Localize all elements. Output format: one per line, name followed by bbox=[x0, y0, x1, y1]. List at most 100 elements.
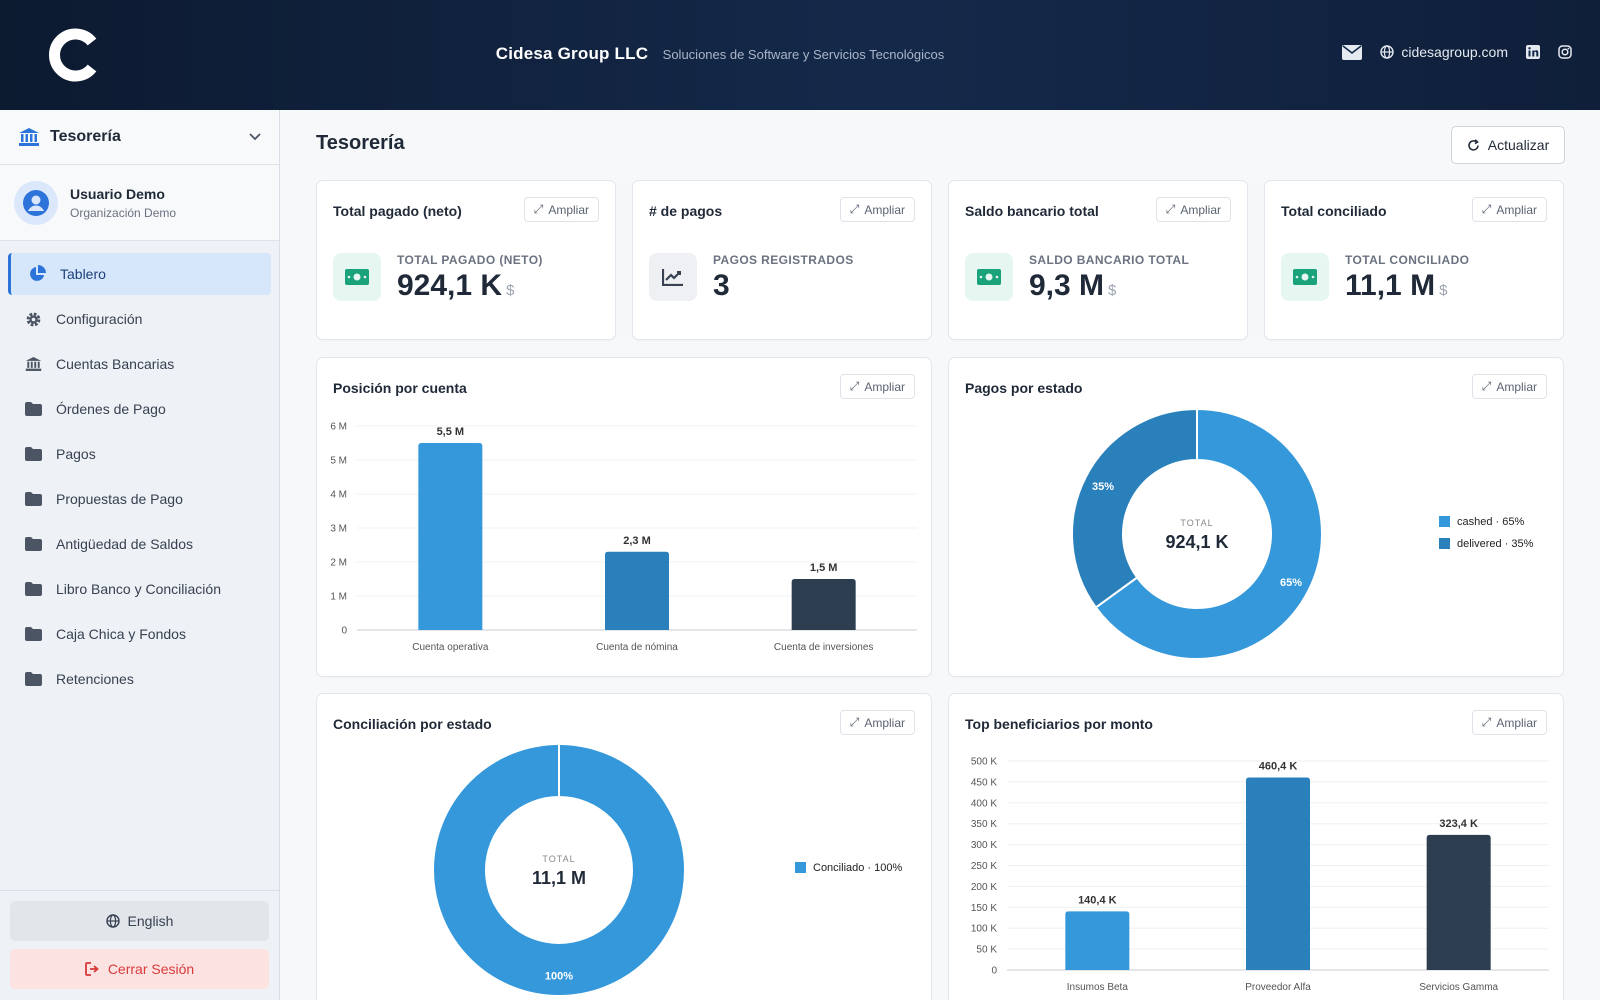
expand-button[interactable]: ⤢ Ampliar bbox=[839, 197, 915, 222]
sidebar-nav: Tablero Configuración Cuentas Bancarias … bbox=[0, 241, 279, 700]
linkedin-icon[interactable] bbox=[1526, 45, 1540, 59]
expand-button[interactable]: ⤢ Ampliar bbox=[523, 197, 599, 222]
bar bbox=[605, 551, 669, 630]
brand: Cidesa Group LLC Soluciones de Software … bbox=[0, 44, 1440, 64]
kpi-value-number: 9,3 M bbox=[1029, 269, 1105, 302]
mail-icon[interactable] bbox=[1342, 44, 1363, 60]
legend-label: cashed · 65% bbox=[1457, 516, 1524, 528]
y-tick-label: 1 M bbox=[330, 592, 347, 603]
expand-label: Ampliar bbox=[1496, 715, 1537, 730]
sidebar-item-cuentas-bancarias[interactable]: Cuentas Bancarias bbox=[8, 343, 271, 385]
expand-icon: ⤢ bbox=[1481, 715, 1492, 729]
card-title: Conciliación por estado bbox=[333, 716, 492, 732]
globe-icon bbox=[1380, 45, 1395, 59]
kpi-icon-box bbox=[1281, 253, 1329, 301]
expand-label: Ampliar bbox=[1180, 202, 1221, 217]
expand-icon: ⤢ bbox=[849, 715, 860, 729]
bar-value-label: 140,4 K bbox=[1078, 894, 1117, 906]
sidebar-item-label: Libro Banco y Conciliación bbox=[56, 581, 221, 597]
module-selector[interactable]: Tesorería bbox=[0, 110, 279, 165]
y-tick-label: 6 M bbox=[330, 422, 347, 433]
donut-center-label: TOTAL bbox=[542, 854, 575, 864]
website-link[interactable]: cidesagroup.com bbox=[1380, 44, 1508, 60]
kpi-value: 9,3 M $ bbox=[1029, 269, 1116, 303]
y-tick-label: 50 K bbox=[976, 945, 997, 956]
y-tick-label: 2 M bbox=[330, 558, 347, 569]
expand-button[interactable]: ⤢ Ampliar bbox=[839, 374, 915, 399]
folder-icon bbox=[24, 537, 42, 551]
y-tick-label: 150 K bbox=[971, 903, 997, 914]
kpi-icon-box bbox=[649, 253, 697, 301]
expand-button[interactable]: ⤢ Ampliar bbox=[1471, 197, 1547, 222]
x-tick-label: Cuenta de inversiones bbox=[774, 642, 874, 653]
expand-button[interactable]: ⤢ Ampliar bbox=[1471, 374, 1547, 399]
expand-label: Ampliar bbox=[864, 202, 905, 217]
user-org: Organización Demo bbox=[70, 205, 177, 220]
y-tick-label: 4 M bbox=[330, 490, 347, 501]
kpi-icon-box bbox=[333, 253, 381, 301]
instagram-icon[interactable] bbox=[1558, 45, 1572, 59]
bank-icon bbox=[19, 128, 39, 146]
kpi-value-number: 11,1 M bbox=[1345, 269, 1436, 302]
sidebar-item-label: Órdenes de Pago bbox=[56, 401, 166, 417]
y-tick-label: 300 K bbox=[971, 840, 997, 851]
expand-icon: ⤢ bbox=[849, 202, 860, 216]
sidebar-item-retenciones[interactable]: Retenciones bbox=[8, 658, 271, 700]
chevron-down-icon bbox=[249, 133, 261, 141]
expand-icon: ⤢ bbox=[533, 202, 544, 216]
card-title: Total conciliado bbox=[1281, 203, 1387, 219]
pie-slice bbox=[1071, 407, 1198, 609]
legend-swatch bbox=[1439, 516, 1450, 527]
legend-label: delivered · 35% bbox=[1457, 538, 1534, 550]
bank-icon bbox=[25, 357, 41, 371]
sidebar: Tesorería Usuario Demo Organización Demo… bbox=[0, 110, 280, 1000]
sidebar-item-propuestas-de-pago[interactable]: Propuestas de Pago bbox=[8, 478, 271, 520]
sidebar-item-label: Retenciones bbox=[56, 671, 134, 687]
sidebar-item-label: Configuración bbox=[56, 311, 143, 327]
bar bbox=[1246, 777, 1310, 970]
bar-value-label: 5,5 M bbox=[437, 426, 465, 438]
sidebar-item-label: Cuentas Bancarias bbox=[56, 356, 175, 372]
chart-card-beneficiarios: Top beneficiarios por monto ⤢ Ampliar 0 50… bbox=[948, 693, 1564, 1000]
sidebar-item-antiguedad-de-saldos[interactable]: Antigüedad de Saldos bbox=[8, 523, 271, 565]
folder-icon bbox=[24, 492, 42, 506]
y-tick-label: 3 M bbox=[330, 524, 347, 535]
sidebar-item-configuracion[interactable]: Configuración bbox=[8, 298, 271, 340]
folder-icon bbox=[24, 672, 42, 686]
kpi-card: Total pagado (neto) ⤢ Ampliar TOTAL PAGAD… bbox=[316, 180, 616, 340]
kpi-value-number: 3 bbox=[713, 269, 730, 302]
sidebar-item-tablero[interactable]: Tablero bbox=[8, 253, 271, 295]
module-title: Tesorería bbox=[50, 128, 121, 145]
kpi-card: # de pagos ⤢ Ampliar PAGOS REGISTRADOS 3 bbox=[632, 180, 932, 340]
donut-chart-conciliacion: 100% Conciliado · 100% TOTAL 11,1 M bbox=[434, 745, 902, 995]
expand-icon: ⤢ bbox=[1165, 202, 1176, 216]
expand-button[interactable]: ⤢ Ampliar bbox=[1155, 197, 1231, 222]
kpi-value: 924,1 K $ bbox=[397, 269, 514, 303]
sidebar-item-pagos[interactable]: Pagos bbox=[8, 433, 271, 475]
money-icon bbox=[977, 269, 1001, 285]
sidebar-item-libro-banco[interactable]: Libro Banco y Conciliación bbox=[8, 568, 271, 610]
pie-chart-icon bbox=[30, 265, 46, 281]
sidebar-item-caja-chica[interactable]: Caja Chica y Fondos bbox=[8, 613, 271, 655]
x-tick-label: Cuenta operativa bbox=[412, 642, 489, 653]
expand-button[interactable]: ⤢ Ampliar bbox=[1471, 710, 1547, 735]
kpi-currency: $ bbox=[506, 282, 515, 299]
expand-label: Ampliar bbox=[548, 202, 589, 217]
logout-button[interactable]: Cerrar Sesión bbox=[10, 949, 269, 989]
refresh-button[interactable]: Actualizar bbox=[1451, 126, 1565, 164]
expand-button[interactable]: ⤢ Ampliar bbox=[839, 710, 915, 735]
language-button[interactable]: English bbox=[10, 901, 269, 941]
x-tick-label: Cuenta de nómina bbox=[596, 642, 678, 653]
y-tick-label: 500 K bbox=[971, 757, 997, 768]
avatar bbox=[14, 180, 58, 225]
donut-center-value: 11,1 M bbox=[532, 868, 586, 888]
kpi-value: 11,1 M $ bbox=[1345, 269, 1447, 303]
refresh-label: Actualizar bbox=[1487, 137, 1550, 153]
sidebar-item-ordenes-de-pago[interactable]: Órdenes de Pago bbox=[8, 388, 271, 430]
chart-card-pagos-estado: Pagos por estado ⤢ Ampliar 65% cashed · 65… bbox=[948, 357, 1564, 677]
donut-center-value: 924,1 K bbox=[1165, 532, 1228, 552]
gear-icon bbox=[26, 312, 40, 326]
slice-label: 35% bbox=[1092, 481, 1114, 493]
card-title: Posición por cuenta bbox=[333, 380, 467, 396]
logout-label: Cerrar Sesión bbox=[107, 961, 195, 977]
